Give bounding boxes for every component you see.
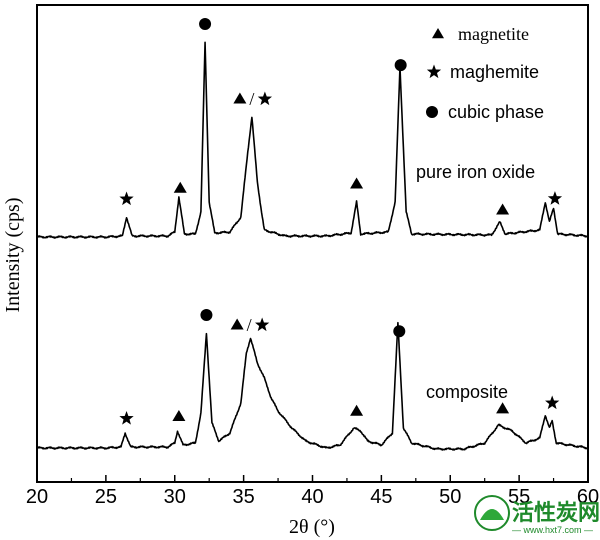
x-tick-label-25: 25 — [95, 486, 117, 508]
peak-marker — [496, 203, 510, 215]
triangle-icon — [350, 404, 364, 416]
circle-icon — [200, 309, 213, 321]
star-icon — [545, 395, 560, 410]
peak-marker — [173, 181, 187, 193]
series-line-pure-iron-oxide — [36, 41, 589, 239]
triangle-icon — [350, 177, 364, 189]
peak-marker — [200, 309, 213, 321]
peak-marker — [547, 191, 563, 205]
x-axis-tick-labels: 20 25 30 35 40 45 50 55 60 — [26, 486, 599, 508]
peak-marker — [393, 325, 406, 338]
peak-marker — [350, 177, 364, 189]
legend-label: cubic phase — [448, 102, 544, 122]
x-axis-ticks — [36, 475, 589, 482]
x-tick-label-60: 60 — [577, 486, 599, 508]
watermark-text: 活性炭网 — [512, 500, 600, 525]
star-icon — [255, 317, 270, 332]
watermark-circle-icon — [474, 495, 510, 531]
legend-label: magnetite — [458, 24, 529, 44]
legend: magnetite maghemite cubic phase — [426, 24, 544, 122]
peak-marker — [119, 411, 134, 425]
circle-icon — [199, 18, 212, 30]
peak-marker — [394, 59, 407, 72]
series-line-composite — [36, 321, 589, 451]
x-tick-label-30: 30 — [164, 486, 186, 508]
x-tick-label-20: 20 — [26, 486, 48, 508]
star-icon — [547, 191, 563, 205]
circle-icon — [394, 59, 407, 72]
watermark-leaf-icon — [480, 509, 504, 520]
star-icon — [426, 64, 442, 79]
peak-marker: / — [233, 89, 273, 109]
triangle-icon — [496, 402, 510, 414]
legend-label: maghemite — [450, 62, 539, 82]
circle-icon — [393, 325, 406, 338]
watermark-logo: 活性炭网 — www.hxt7.com — — [474, 495, 600, 535]
x-axis-title: 2θ (°) — [289, 516, 335, 538]
series-label-composite: composite — [426, 382, 508, 402]
triangle-icon — [172, 410, 186, 422]
y-axis-title: Intensity (cps) — [2, 198, 24, 313]
circle-icon — [426, 106, 438, 118]
slash-separator: / — [247, 315, 252, 335]
peak-marker — [496, 402, 510, 414]
legend-entry-cubic-phase: cubic phase — [426, 102, 544, 122]
star-icon — [119, 191, 134, 206]
triangle-icon — [496, 203, 510, 215]
x-tick-label-45: 45 — [370, 486, 392, 508]
x-tick-label-35: 35 — [233, 486, 255, 508]
peak-markers: // — [119, 18, 563, 425]
peak-marker — [350, 404, 364, 416]
triangle-icon — [173, 181, 187, 193]
peak-marker — [199, 18, 212, 30]
x-tick-label-40: 40 — [301, 486, 323, 508]
series-group — [36, 41, 589, 451]
peak-marker — [545, 395, 560, 410]
legend-entry-maghemite: maghemite — [426, 62, 539, 82]
peak-marker — [172, 410, 186, 422]
x-tick-label-55: 55 — [508, 486, 530, 508]
x-tick-label-50: 50 — [439, 486, 461, 508]
watermark-url: — www.hxt7.com — — [512, 525, 593, 535]
triangle-icon — [432, 28, 444, 39]
triangle-icon — [230, 318, 244, 330]
legend-entry-magnetite: magnetite — [432, 24, 529, 44]
star-icon — [257, 91, 273, 106]
star-icon — [119, 411, 134, 425]
series-label-pure-iron-oxide: pure iron oxide — [416, 162, 535, 182]
peak-marker — [119, 191, 134, 206]
triangle-icon — [233, 92, 247, 104]
slash-separator: / — [249, 89, 254, 109]
peak-marker: / — [230, 315, 270, 335]
